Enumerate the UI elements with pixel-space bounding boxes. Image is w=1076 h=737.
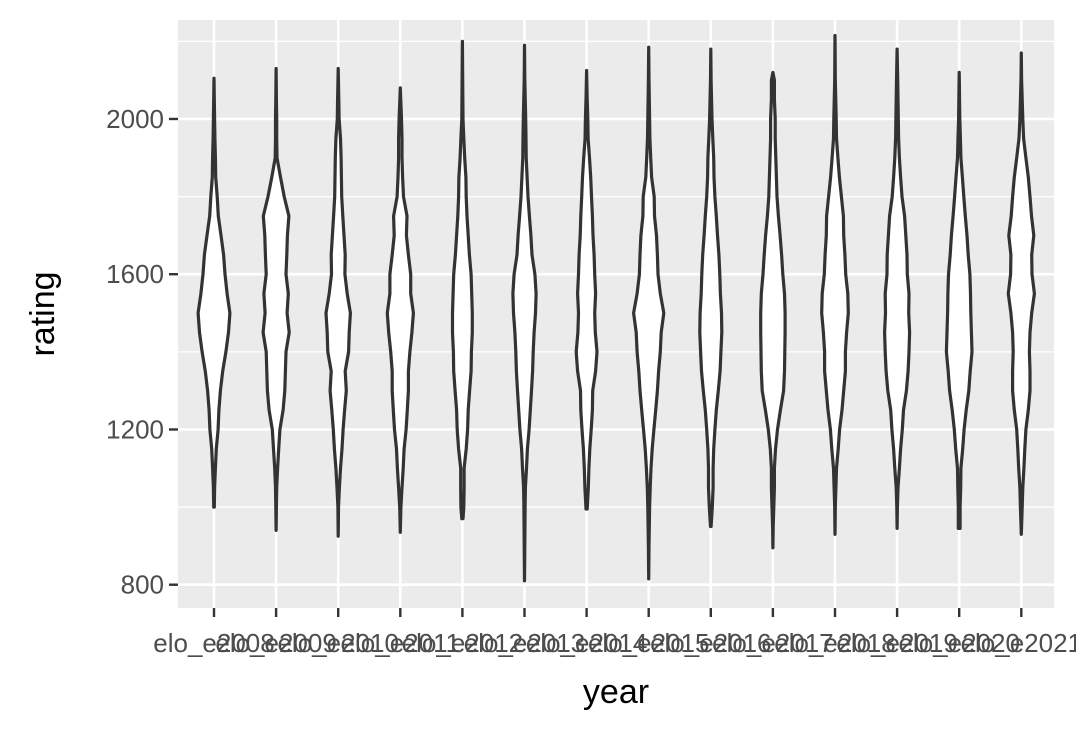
violin-elo_e2018 bbox=[820, 33, 850, 536]
x-tick-label: elo_e2015 bbox=[588, 628, 709, 658]
x-tick-label: elo_e2013 bbox=[464, 628, 585, 658]
x-tick-label: elo_e2010 bbox=[277, 628, 398, 658]
x-tick-label: elo_e2020 bbox=[898, 628, 1019, 658]
x-tick-label: elo_e2016 bbox=[650, 628, 771, 658]
violin-elo_e2009 bbox=[261, 66, 291, 532]
plot-panel bbox=[178, 20, 1054, 608]
violin-elo_e2011 bbox=[385, 86, 415, 534]
violins bbox=[196, 33, 1036, 583]
violin-elo_e2016 bbox=[698, 47, 724, 529]
x-tick-label: elo_e2012 bbox=[402, 628, 523, 658]
x-tick-label: elo_e2021 bbox=[961, 628, 1076, 658]
violin-elo_e2020 bbox=[944, 70, 974, 530]
x-tick-label: elo_e2014 bbox=[526, 628, 647, 658]
x-tick-label: elo_e2009 bbox=[215, 628, 336, 658]
x-axis: elo_e2008elo_e2009elo_e2010elo_e2011elo_… bbox=[153, 608, 1076, 658]
violin-elo_e2019 bbox=[883, 47, 912, 530]
y-tick-label: 800 bbox=[121, 570, 164, 600]
x-tick-label: elo_e2008 bbox=[153, 628, 274, 658]
violin-elo_e2012 bbox=[450, 39, 474, 521]
y-axis: 800 1200 1600 2000 bbox=[106, 104, 178, 600]
x-tick-label: elo_e2017 bbox=[712, 628, 833, 658]
x-tick-label: elo_e2018 bbox=[774, 628, 895, 658]
y-axis-title: rating bbox=[24, 271, 62, 356]
violin-elo_e2017 bbox=[759, 70, 787, 550]
y-tick-label: 1600 bbox=[106, 259, 164, 289]
violin-elo_e2015 bbox=[632, 45, 666, 581]
y-tick-label: 2000 bbox=[106, 104, 164, 134]
x-axis-title: year bbox=[583, 673, 649, 711]
violin-elo_e2010 bbox=[324, 66, 352, 538]
x-tick-label: elo_e2011 bbox=[341, 628, 461, 658]
violin-elo_e2008 bbox=[196, 76, 232, 509]
violin-elo_e2021 bbox=[1006, 51, 1036, 536]
y-tick-label: 1200 bbox=[106, 414, 164, 444]
x-tick-label: elo_e2019 bbox=[836, 628, 957, 658]
violin-elo_e2014 bbox=[574, 68, 599, 511]
violin-elo_e2013 bbox=[511, 43, 538, 583]
